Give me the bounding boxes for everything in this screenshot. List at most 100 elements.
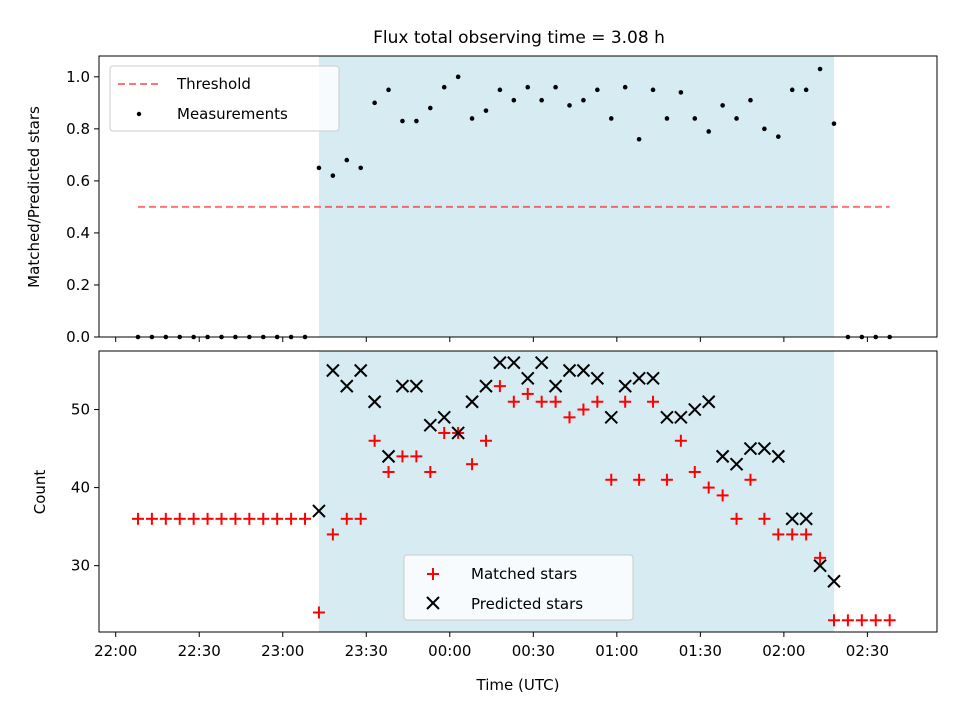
measurement-point — [692, 116, 698, 121]
matched-star-point — [563, 411, 576, 424]
matched-star-point — [243, 512, 256, 525]
matched-star-point — [131, 512, 144, 525]
matched-star-point — [814, 551, 827, 564]
predicted-star-point — [743, 441, 758, 456]
matched-star-point — [493, 380, 506, 393]
x-tick-label: 00:00 — [428, 642, 471, 660]
predicted-star-point — [423, 418, 438, 432]
bottom-y-tick-label: 40 — [71, 479, 90, 497]
measurement-point — [372, 100, 377, 106]
measurement-point — [553, 84, 558, 90]
matched-star-point — [354, 512, 367, 525]
x-tick-label: 02:30 — [846, 642, 889, 660]
matched-star-point — [827, 614, 840, 627]
top-legend: Threshold Measurements — [109, 65, 340, 132]
top-panel-frame — [98, 55, 938, 338]
bottom-y-axis-label: Count — [31, 470, 49, 515]
predicted-star-point — [521, 371, 535, 386]
measurement-point — [316, 165, 322, 171]
predicted-star-point — [729, 457, 744, 471]
matched-star-point — [173, 512, 186, 525]
matched-star-point — [396, 450, 409, 463]
x-tick-label: 22:30 — [178, 642, 221, 660]
matched-star-point — [145, 512, 158, 525]
measurement-point — [622, 84, 628, 90]
predicted-star-point — [771, 449, 786, 464]
predicted-star-point — [618, 379, 632, 393]
predicted-star-point — [493, 356, 507, 370]
bottom-panel-frame — [98, 350, 938, 633]
measurement-point — [428, 105, 433, 111]
predicted-star-point — [590, 371, 605, 386]
measurement-point — [664, 116, 670, 121]
legend-measurements-icon — [136, 111, 142, 117]
predicted-star-point — [465, 395, 479, 409]
top-panel: 0.0 0.2 0.4 0.6 0.8 1.0 Matched/Predicted sta… — [25, 55, 938, 346]
measurement-point — [581, 97, 586, 103]
measurement-point — [608, 116, 614, 121]
top-y-axis-label: Matched/Predicted stars — [25, 106, 43, 288]
matched-star-point — [326, 528, 339, 541]
matched-star-point — [438, 426, 451, 439]
predicted-star-point — [326, 363, 340, 378]
matched-star-point — [674, 434, 687, 447]
legend-matched-icon — [427, 568, 439, 580]
legend-threshold-label: Threshold — [176, 75, 251, 93]
measurement-point — [720, 103, 725, 108]
matched-star-point — [159, 512, 172, 525]
measurement-point — [330, 173, 336, 178]
measurement-point — [511, 97, 517, 103]
predicted-star-point — [381, 449, 396, 464]
measurement-point — [789, 87, 795, 93]
matched-star-point — [382, 465, 395, 478]
matched-star-point — [702, 481, 715, 494]
predicted-star-point — [576, 363, 591, 378]
predicted-star-point — [507, 356, 521, 370]
matched-star-point — [299, 512, 312, 525]
measurement-point — [441, 84, 447, 90]
measurement-point — [358, 165, 364, 171]
predicted-star-point — [688, 402, 702, 417]
predicted-star-point — [451, 426, 465, 440]
predicted-star-point — [604, 410, 618, 425]
measurement-point — [595, 87, 600, 93]
matched-star-point — [549, 395, 562, 408]
matched-star-point — [744, 473, 757, 486]
measurement-point — [636, 136, 642, 142]
matched-star-point — [187, 512, 200, 525]
x-tick-label: 02:00 — [762, 642, 805, 660]
chart-title: Flux total observing time = 3.08 h — [373, 28, 665, 48]
matched-star-point — [786, 528, 799, 541]
matched-star-point — [229, 512, 242, 525]
legend-measurements-label: Measurements — [177, 105, 288, 123]
matched-star-point — [424, 465, 437, 478]
matched-star-point — [619, 395, 632, 408]
x-tick-label: 01:00 — [595, 642, 638, 660]
matched-star-point — [883, 614, 896, 627]
measurement-point — [414, 118, 419, 124]
matched-star-point — [758, 512, 771, 525]
predicted-star-point — [312, 504, 326, 518]
top-y-tick-label: 0.6 — [66, 172, 90, 190]
predicted-star-point — [562, 363, 577, 378]
measurement-point — [400, 118, 405, 124]
predicted-star-point — [646, 371, 660, 386]
matched-star-point — [410, 450, 423, 463]
matched-star-point — [257, 512, 270, 525]
top-observing-span — [318, 56, 834, 337]
matched-star-point — [215, 512, 228, 525]
predicted-star-point — [534, 356, 549, 370]
predicted-star-point — [702, 395, 716, 409]
measurement-point — [776, 134, 781, 139]
bottom-legend: Matched stars Predicted stars — [403, 554, 634, 621]
matched-star-point — [855, 614, 868, 627]
measurement-point — [650, 87, 656, 93]
predicted-star-point — [827, 574, 841, 588]
matched-star-point — [507, 395, 520, 408]
predicted-star-point — [785, 512, 799, 526]
measurement-point — [734, 116, 739, 121]
predicted-star-point — [660, 410, 674, 425]
matched-star-point — [201, 512, 214, 525]
predicted-star-point — [757, 441, 772, 456]
